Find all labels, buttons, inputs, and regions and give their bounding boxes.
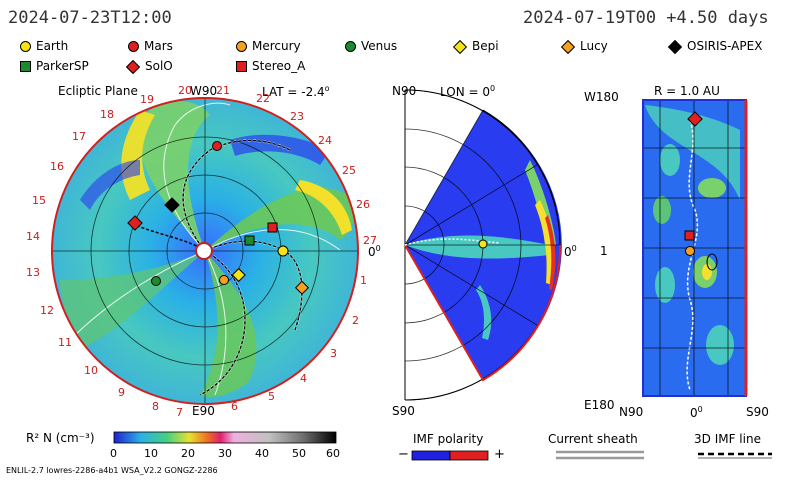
legend-item-stereo-a: Stereo_A: [236, 58, 305, 74]
radial-bottom-left-label: E180: [584, 398, 615, 412]
mercury-marker-icon: [236, 41, 247, 52]
sun-icon: [195, 242, 213, 260]
stereo-a-marker-icon: [236, 61, 247, 72]
right-date: 2024-07-19T00 +4.50 days: [523, 8, 769, 28]
meridional-top-label: N90: [392, 84, 417, 98]
earth-body-icon: [277, 245, 289, 257]
density-colorbar: [113, 431, 337, 444]
stereo-a-body-icon: [267, 222, 278, 233]
imf-plus-label: +: [494, 447, 505, 462]
imf-minus-label: −: [398, 447, 409, 462]
radial-mid-left-label: 1: [600, 244, 608, 258]
ecliptic-structures: [60, 100, 356, 397]
radial-bottom-s90: S90: [746, 405, 769, 419]
meridional-plot: [404, 89, 562, 401]
imf-polarity-bar: [411, 450, 489, 461]
imf-line-swatch: [698, 452, 772, 459]
radial-top-left-label: W180: [584, 90, 619, 104]
imf-polarity-title: IMF polarity: [413, 432, 484, 446]
ecliptic-title: Ecliptic Plane: [58, 84, 138, 98]
venus-body-icon: [151, 276, 161, 286]
ecliptic-outer-ring: [51, 97, 359, 405]
model-footer: ENLIL-2.7 lowres-2286-a4b1 WSA_V2.2 GONG…: [6, 466, 218, 475]
solo-body-icon: [127, 215, 143, 231]
earth-marker-icon: [20, 41, 31, 52]
bepi-body-icon: [231, 267, 246, 283]
meridional-right-label: 00: [564, 244, 577, 259]
parkersp-marker-icon: [20, 61, 31, 72]
osiris-apex-body-icon: [164, 197, 180, 213]
ecliptic-lat-label: LAT = -2.4o: [262, 84, 330, 99]
radial-plot: [642, 99, 748, 397]
ecliptic-right-label: 00: [368, 244, 381, 259]
mars-marker-icon: [128, 41, 139, 52]
legend-item-osiris-apex: OSIRIS-APEX: [667, 38, 762, 54]
colorbar-label: R² N (cm⁻³): [26, 431, 95, 445]
parkersp-body-icon: [244, 235, 255, 246]
ecliptic-top-label: W90: [190, 84, 218, 98]
legend-item-mercury: Mercury: [236, 38, 301, 54]
mercury-body-icon: [219, 275, 229, 285]
ecliptic-bottom-label: E90: [192, 404, 215, 418]
left-date: 2024-07-23T12:00: [8, 8, 172, 28]
legend-item-mars: Mars: [128, 38, 173, 54]
radial-bottom-zero: 00: [690, 405, 703, 420]
legend-item-venus: Venus: [345, 38, 397, 54]
legend-item-parkersp: ParkerSP: [20, 58, 89, 74]
radial-bottom-n90: N90: [619, 405, 644, 419]
legend-item-earth: Earth: [20, 38, 68, 54]
radial-title: R = 1.0 AU: [654, 84, 720, 98]
meridional-bottom-label: S90: [392, 404, 415, 418]
legend-item-lucy: Lucy: [560, 38, 608, 54]
legend-item-solo: SolO: [125, 58, 173, 74]
imf-line-title: 3D IMF line: [694, 432, 761, 446]
current-sheath-title: Current sheath: [548, 432, 638, 446]
lucy-body-icon: [294, 280, 310, 295]
mars-body-icon: [212, 141, 222, 151]
current-sheath-swatch: [556, 450, 644, 460]
venus-marker-icon: [345, 41, 356, 52]
legend-item-bepi: Bepi: [452, 38, 499, 54]
meridional-lon-label: LON = 00: [440, 84, 496, 99]
